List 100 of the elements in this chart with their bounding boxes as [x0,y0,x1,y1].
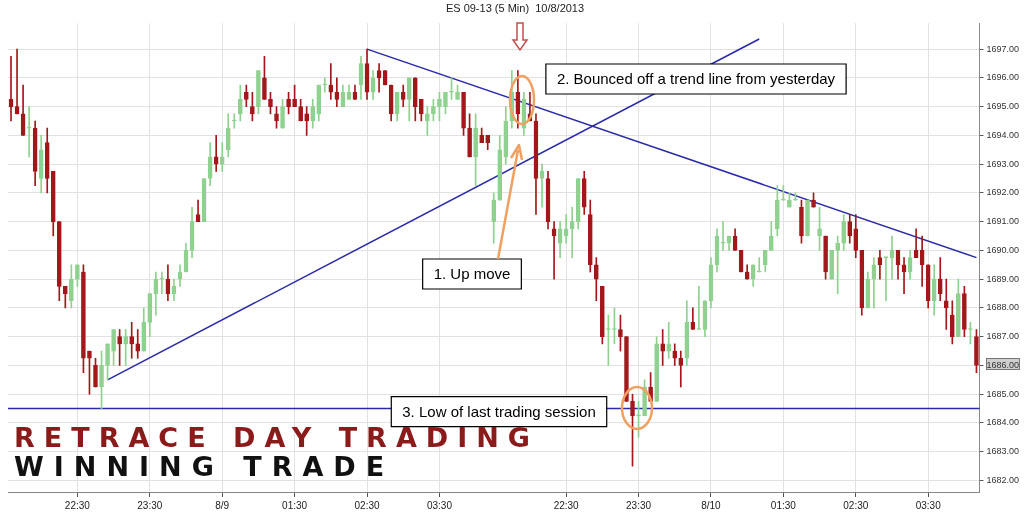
candlestick [219,142,225,172]
x-tick-label: 01:30 [282,499,308,511]
candlestick [720,221,726,251]
candlestick [431,99,436,122]
candlestick [129,321,135,359]
candlestick [286,91,291,115]
candlestick [600,286,605,345]
candlestick [443,91,448,115]
y-tick-label: 1689.00 [986,273,1020,284]
candlestick [262,55,267,100]
candlestick [799,199,804,244]
candlestick [26,106,32,158]
y-tick-label: 1692.00 [986,187,1020,198]
candlestick [99,350,104,409]
x-tick-label: 22:30 [553,499,580,511]
y-tick-label: 1682.00 [986,474,1020,485]
candlestick [69,264,74,309]
candlestick [666,321,672,359]
candlestick [461,91,466,136]
candlestick [298,99,303,122]
chart-title: ES 09-13 (5 Min) 10/8/2013 [445,1,585,14]
y-tick-label: 1695.00 [986,101,1020,112]
candlestick [678,350,684,388]
candlestick [135,329,141,359]
candlestick [117,329,122,366]
candlestick [244,84,249,107]
x-tick-label: 8/10 [701,499,722,511]
candlestick [829,250,834,280]
candlestick [280,99,285,129]
candlestick [787,192,792,208]
candlestick [105,343,110,381]
candlestick [213,135,219,172]
y-tick-label: 1690.00 [986,244,1020,255]
candlestick [237,84,243,122]
candlestick [473,113,478,187]
candlestick [449,77,454,100]
candlestick [823,235,828,280]
candlestick [328,63,334,100]
candlestick [835,235,840,294]
annotation: RETRACE DAY TRADING [14,422,539,454]
candlestick [467,113,472,158]
candlestick [962,286,967,338]
candlestick [618,314,623,352]
candlestick [455,84,460,100]
candlestick [268,91,273,115]
annotation: 1. Up move [433,265,511,283]
candlestick [756,257,762,273]
candlestick [304,106,310,136]
x-tick-label: 02:30 [843,499,869,511]
x-tick-label: 03:30 [426,499,453,511]
candlestick [805,199,810,237]
y-tick-label: 1694.00 [986,129,1020,140]
candlestick [660,329,666,366]
x-tick-label: 03:30 [915,499,942,511]
x-tick-label: 22:30 [64,499,91,511]
candlestick [111,329,116,366]
candlestick [62,286,68,309]
candlestick [943,278,949,330]
candlestick [425,106,430,136]
annotation: 2. Bounced off a trend line from yesterday [556,70,836,88]
x-tick-label: 23:30 [137,499,163,511]
candlestick [949,300,955,345]
candlestick [775,185,780,237]
y-tick-label: 1683.00 [986,446,1020,457]
y-tick-label: 1688.00 [986,302,1020,313]
y-tick-label: 1684.00 [986,417,1020,428]
candlestick [811,192,816,208]
candlestick [256,70,261,115]
candlestick [636,401,641,438]
candlestick [274,106,279,129]
candlestick [793,192,798,201]
y-tick-label: 1687.00 [986,331,1020,342]
candlestick [437,91,442,122]
candlestick [292,84,297,107]
x-tick-label: 23:30 [626,499,652,511]
candlestick [593,257,599,302]
candlestick [75,264,80,287]
candlestick [123,329,128,366]
candlestick [93,357,98,388]
candlestick [87,350,92,395]
x-tick-label: 01:30 [770,499,797,511]
candlestick [624,336,629,402]
x-tick-label: 8/9 [215,499,230,511]
candlestick [250,91,255,122]
candlestick [419,99,424,122]
annotation: WINNING TRADE [14,451,395,483]
candlestick [781,185,786,201]
candlestick [956,278,961,338]
y-tick-label: 1685.00 [986,388,1020,399]
y-tick-label: 1691.00 [986,216,1020,227]
candlestick [81,264,86,373]
candlestick [322,77,328,93]
candlestick [479,127,484,143]
y-tick-label: 1693.00 [986,158,1020,169]
candlestick [630,393,635,467]
candlestick [817,206,822,251]
y-tick-label: 1696.00 [986,72,1020,83]
candlestick [569,206,575,258]
x-tick-label: 02:30 [354,499,380,511]
ref-line-label: 3. Low of last trading session [402,402,596,420]
